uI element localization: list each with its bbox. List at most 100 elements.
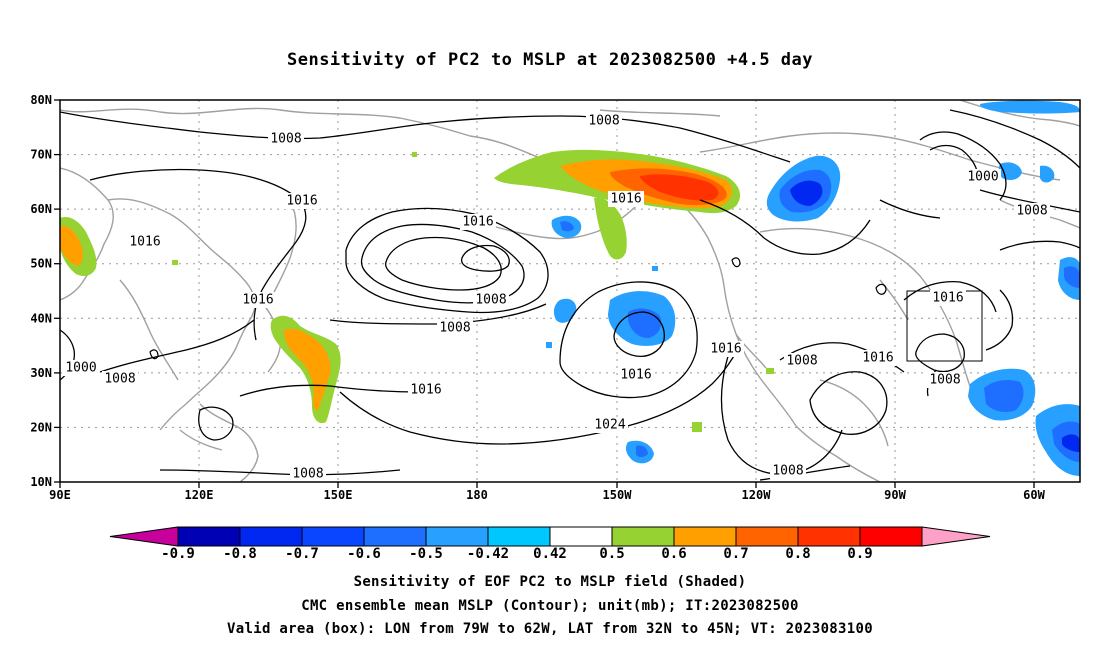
lat-label: 40N: [30, 311, 52, 325]
contour-label-background: [127, 234, 163, 250]
colorbar-swatch: [425, 526, 489, 547]
lon-label: 180: [466, 488, 488, 502]
contour-label-background: [784, 353, 820, 369]
contour-label-background: [608, 191, 644, 207]
contour-label-background: [708, 341, 744, 357]
coastlines: [60, 100, 1080, 482]
footer-caption-line-3: Valid area (box): LON from 79W to 62W, L…: [227, 621, 873, 637]
contour-label-background: [1014, 203, 1050, 219]
contour-label: 1008: [772, 464, 803, 479]
lon-label: 120W: [742, 488, 772, 502]
contour-label-background: [927, 372, 963, 388]
lon-label: 90W: [884, 488, 906, 502]
footer-caption-line-2: CMC ensemble mean MSLP (Contour); unit(m…: [301, 598, 799, 614]
contour-label-background: [268, 131, 304, 147]
colorbar-swatch: [611, 526, 675, 547]
colorbar-swatch: [301, 526, 365, 547]
colorbar-tick-label: 0.8: [785, 546, 810, 562]
contour-label: 1008: [588, 114, 619, 129]
colorbar-swatch: [177, 526, 241, 547]
contour-label: 1000: [967, 170, 998, 185]
contour-label-background: [240, 292, 276, 308]
colorbar-swatch: [735, 526, 799, 547]
colorbar-swatch: [239, 526, 303, 547]
contour-label: 1016: [862, 351, 893, 366]
contour-label: 1016: [462, 215, 493, 230]
contour-label: 1016: [710, 342, 741, 357]
contour-label: 1000: [65, 361, 96, 376]
contour-label: 1016: [410, 383, 441, 398]
map-title: Sensitivity of PC2 to MSLP at 2023082500…: [286, 50, 813, 70]
contour-label: 1008: [292, 467, 323, 482]
contour-label: 1016: [286, 194, 317, 209]
contour-label-background: [586, 113, 622, 129]
lon-label: 150W: [603, 488, 633, 502]
colorbar-swatch: [859, 526, 923, 547]
colorbar-min-arrow: [109, 526, 179, 547]
contour-label-background: [618, 367, 654, 383]
colorbar-tick-label: 0.42: [533, 546, 567, 562]
contour-label-background: [592, 417, 628, 433]
lat-label: 10N: [30, 475, 52, 489]
colorbar-tick-label: -0.9: [161, 546, 195, 562]
contour-label-background: [290, 466, 326, 482]
colorbar-tick-label: -0.6: [347, 546, 381, 562]
contour-label-background: [770, 463, 806, 479]
contour-label-background: [63, 360, 99, 376]
colorbar-tick-label: -0.8: [223, 546, 257, 562]
contour-label-background: [102, 371, 138, 387]
lon-label: 90E: [49, 488, 71, 502]
colorbar-swatch: [549, 526, 613, 547]
colorbar-tick-label: -0.5: [409, 546, 443, 562]
contour-label-background: [930, 290, 966, 306]
colorbar-labels: -0.9 -0.8 -0.7 -0.6 -0.5 -0.42 0.42 0.5 0.6 0.7 0.…: [161, 546, 873, 562]
contour-label: 1008: [270, 132, 301, 147]
contour-label: 1016: [610, 192, 641, 207]
map-frame: [59, 99, 1081, 483]
colorbar-tick-label: -0.7: [285, 546, 319, 562]
colorbar-swatch: [487, 526, 551, 547]
contour-label: 1008: [439, 321, 470, 336]
lon-label: 120E: [185, 488, 214, 502]
colorbar: [109, 526, 991, 547]
contour-label-background: [284, 193, 320, 209]
lon-label: 150E: [324, 488, 353, 502]
footer-caption-line-1: Sensitivity of EOF PC2 to MSLP field (Sh…: [353, 574, 747, 590]
contour-label: 1008: [786, 354, 817, 369]
lat-label: 70N: [30, 148, 52, 162]
contour-label: 1016: [620, 368, 651, 383]
contour-label: 1016: [242, 293, 273, 308]
contour-label: 1008: [1016, 204, 1047, 219]
contour-label-background: [965, 169, 1001, 185]
lon-label: 60W: [1023, 488, 1045, 502]
colorbar-tick-label: 0.5: [599, 546, 624, 562]
contour-label: 1016: [932, 291, 963, 306]
contour-label-background: [437, 320, 473, 336]
colorbar-swatch: [363, 526, 427, 547]
contour-label: 1016: [129, 235, 160, 250]
lat-label: 80N: [30, 93, 52, 107]
contour-label-background: [473, 292, 509, 308]
grid-lines: [60, 100, 1080, 482]
sensitivity-shading: [60, 100, 1080, 476]
contour-label-background: [408, 382, 444, 398]
contour-label-background: [860, 350, 896, 366]
colorbar-swatch: [673, 526, 737, 547]
lat-label: 30N: [30, 366, 52, 380]
colorbar-max-arrow: [921, 526, 991, 547]
contour-label-background: [460, 214, 496, 230]
contour-label: 1008: [929, 373, 960, 388]
colorbar-tick-label: 0.7: [723, 546, 748, 562]
contour-label: 1008: [475, 293, 506, 308]
colorbar-swatch: [797, 526, 861, 547]
contour-label: 1024: [594, 418, 625, 433]
contour-label: 1008: [104, 372, 135, 387]
axis-ticks: [54, 99, 1035, 488]
colorbar-tick-label: -0.42: [467, 546, 509, 562]
lat-label: 50N: [30, 257, 52, 271]
lat-label: 20N: [30, 420, 52, 434]
island-outlines: [149, 257, 887, 360]
lat-label: 60N: [30, 202, 52, 216]
colorbar-tick-label: 0.6: [661, 546, 686, 562]
